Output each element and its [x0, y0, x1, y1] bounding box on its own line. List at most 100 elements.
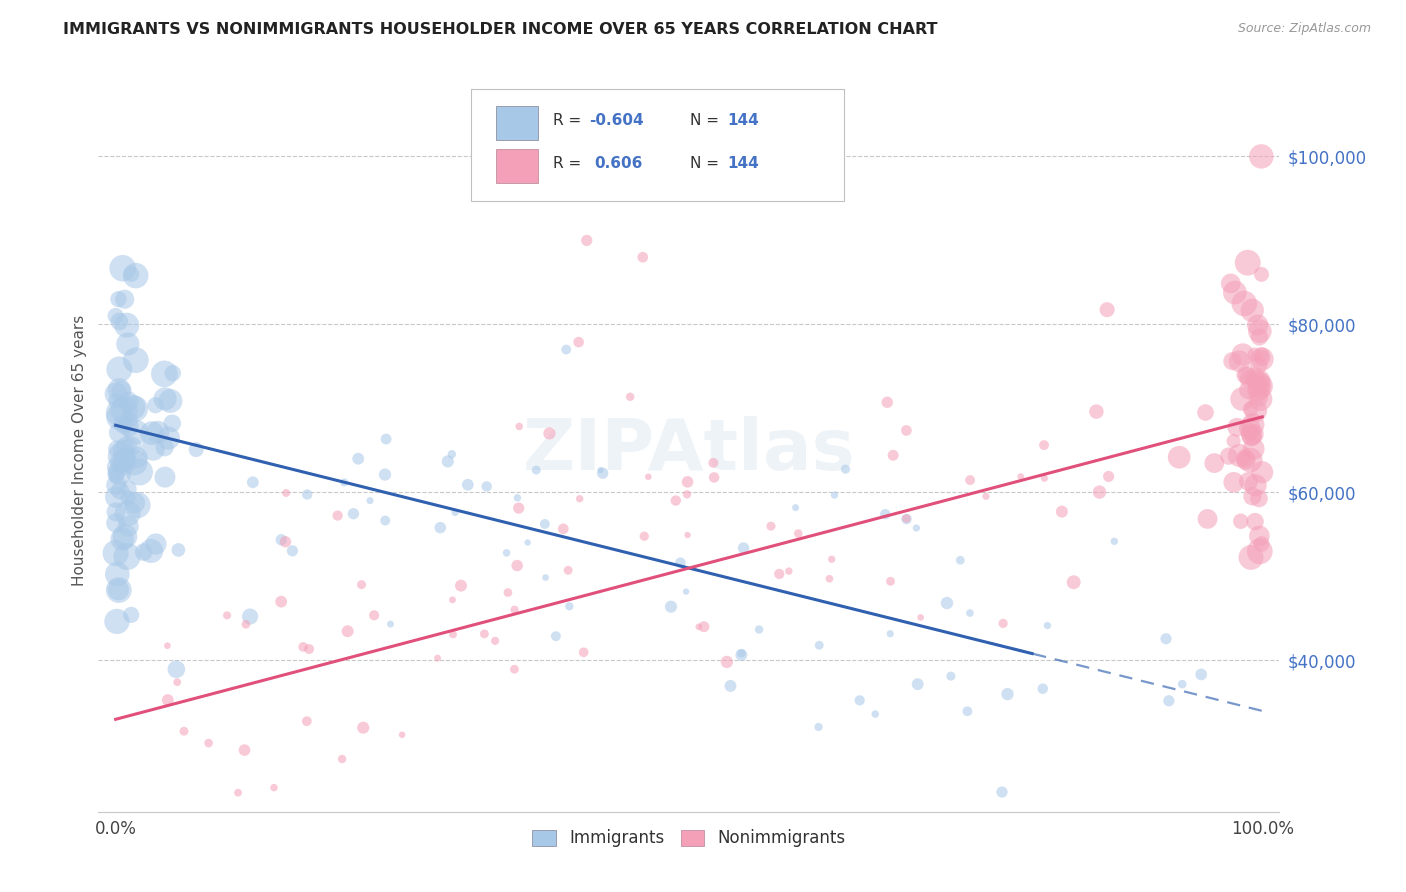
Point — [516, 535, 538, 549]
Point — [1234, 368, 1257, 382]
Point — [997, 687, 1019, 701]
Point — [347, 451, 370, 466]
Point — [336, 624, 359, 639]
Point — [949, 553, 972, 567]
Point — [637, 470, 659, 484]
Point — [111, 261, 134, 276]
Point — [568, 335, 591, 350]
Point — [1236, 256, 1258, 270]
Point — [108, 467, 131, 481]
Point — [534, 570, 557, 584]
Point — [589, 463, 612, 477]
Point — [1227, 449, 1250, 463]
Point — [121, 439, 143, 453]
Point — [1239, 421, 1261, 435]
Point — [441, 627, 464, 641]
Point — [1168, 450, 1191, 465]
Point — [496, 585, 519, 599]
Point — [105, 478, 128, 492]
Point — [105, 442, 128, 456]
Point — [107, 582, 129, 597]
Point — [1237, 475, 1260, 489]
Point — [1219, 277, 1241, 291]
Point — [1104, 534, 1126, 549]
Point — [1234, 451, 1257, 466]
Point — [669, 556, 692, 570]
Point — [956, 704, 979, 718]
Point — [865, 707, 887, 722]
Legend: Immigrants, Nonimmigrants: Immigrants, Nonimmigrants — [526, 822, 852, 854]
Point — [141, 426, 163, 441]
Point — [426, 651, 449, 665]
Point — [450, 579, 472, 593]
Point — [896, 511, 918, 525]
Point — [242, 475, 264, 490]
Point — [1241, 417, 1264, 432]
Point — [1250, 537, 1272, 551]
Point — [1244, 376, 1267, 391]
Point — [534, 516, 557, 531]
Point — [524, 463, 547, 477]
Point — [1218, 449, 1240, 463]
Point — [619, 390, 641, 404]
Point — [506, 491, 529, 505]
Point — [495, 546, 517, 560]
Point — [108, 362, 131, 376]
Point — [503, 662, 526, 676]
Point — [807, 720, 830, 734]
Point — [114, 529, 136, 543]
Point — [1222, 434, 1244, 448]
Point — [1244, 515, 1267, 529]
Point — [440, 447, 463, 461]
Point — [429, 521, 451, 535]
Point — [297, 487, 319, 501]
Point — [716, 655, 738, 669]
Point — [1243, 442, 1265, 456]
Text: ZIPAtlas: ZIPAtlas — [523, 416, 855, 485]
Text: IMMIGRANTS VS NONIMMIGRANTS HOUSEHOLDER INCOME OVER 65 YEARS CORRELATION CHART: IMMIGRANTS VS NONIMMIGRANTS HOUSEHOLDER … — [63, 22, 938, 37]
Point — [1249, 392, 1271, 406]
Point — [239, 609, 262, 624]
Point — [575, 234, 598, 248]
Point — [359, 493, 381, 508]
Point — [675, 584, 697, 599]
Point — [125, 450, 148, 465]
Point — [905, 521, 928, 535]
Point — [778, 564, 800, 578]
Point — [112, 442, 135, 457]
Point — [1157, 694, 1180, 708]
Point — [1036, 618, 1059, 632]
Point — [120, 267, 142, 281]
Point — [702, 456, 724, 470]
Point — [166, 675, 188, 690]
Point — [1250, 374, 1272, 388]
Point — [1239, 453, 1261, 467]
Text: Source: ZipAtlas.com: Source: ZipAtlas.com — [1237, 22, 1371, 36]
Point — [787, 526, 810, 541]
Point — [659, 599, 682, 614]
Point — [703, 470, 725, 484]
Point — [162, 366, 184, 380]
Point — [104, 490, 127, 504]
Point — [157, 431, 180, 445]
Point — [110, 450, 132, 464]
Point — [1249, 324, 1271, 338]
Point — [436, 454, 458, 468]
Point — [124, 401, 146, 416]
Point — [848, 693, 870, 707]
Point — [506, 558, 529, 573]
Point — [1247, 491, 1270, 506]
Point — [1234, 453, 1257, 467]
Point — [122, 401, 145, 415]
Point — [263, 780, 285, 795]
Point — [391, 728, 413, 742]
Point — [105, 469, 128, 483]
Point — [127, 498, 149, 512]
Point — [111, 532, 134, 546]
Point — [159, 393, 181, 408]
Point — [1098, 469, 1121, 483]
Point — [1249, 544, 1271, 558]
Point — [146, 425, 169, 440]
Point — [558, 599, 581, 614]
Point — [1247, 374, 1270, 388]
